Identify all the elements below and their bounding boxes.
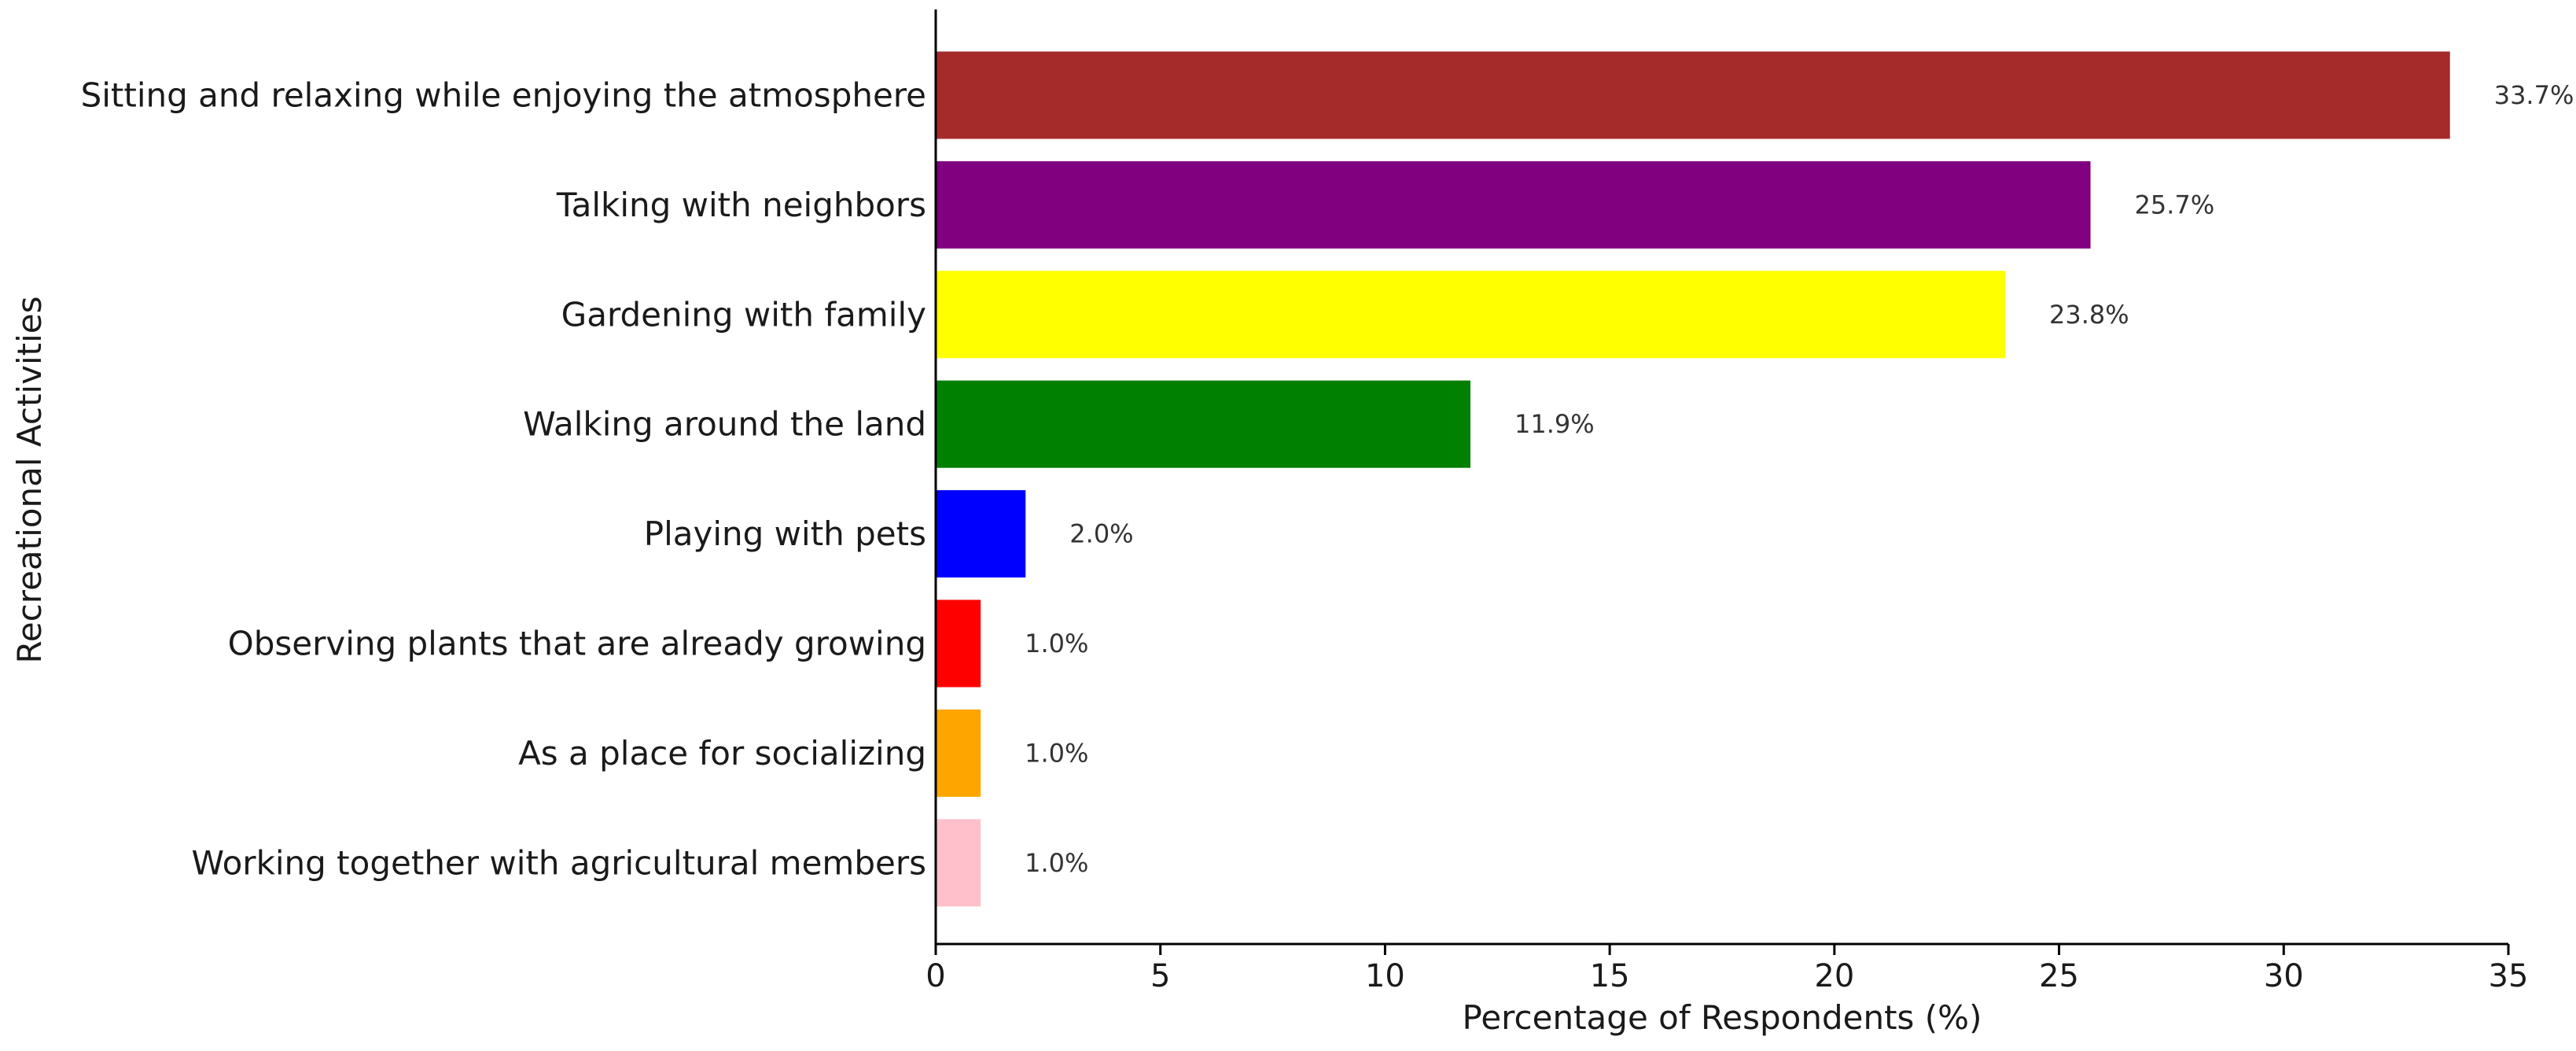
category-label: Working together with agricultural membe… [192, 843, 926, 882]
x-axis-title: Percentage of Respondents (%) [1463, 998, 1982, 1037]
value-label: 1.0% [1025, 848, 1088, 878]
bar [936, 709, 981, 797]
x-tick-label: 25 [2039, 958, 2079, 994]
x-tick-label: 35 [2489, 958, 2529, 994]
bar [936, 271, 2005, 359]
value-label: 1.0% [1025, 629, 1088, 658]
x-tick-label: 0 [926, 958, 945, 994]
x-tick-label: 20 [1814, 958, 1854, 994]
bar [936, 490, 1026, 578]
value-label: 23.8% [2049, 300, 2129, 330]
bar [936, 160, 2091, 249]
category-label: As a place for socializing [518, 734, 926, 773]
bars-layer [936, 51, 2450, 907]
x-tick-label: 5 [1150, 958, 1170, 994]
value-label: 33.7% [2494, 80, 2574, 110]
bar [936, 51, 2450, 139]
value-label: 11.9% [1514, 409, 1595, 439]
bar [936, 819, 981, 907]
x-tick-label: 10 [1365, 958, 1405, 994]
axes [934, 9, 2508, 946]
bar [936, 599, 981, 688]
y-axis-title: Recreational Activities [10, 297, 49, 664]
x-tick-label: 15 [1590, 958, 1630, 994]
category-label: Playing with pets [644, 514, 926, 553]
value-labels: 33.7% 25.7% 23.8% 11.9% 2.0% 1.0% 1.0% 1.0% [1025, 80, 2574, 878]
x-ticks: 0 5 10 15 20 25 30 35 [926, 944, 2528, 994]
bar [936, 380, 1470, 468]
category-label: Gardening with family [561, 295, 926, 334]
value-label: 1.0% [1025, 738, 1088, 768]
value-label: 25.7% [2135, 190, 2215, 219]
category-labels: Sitting and relaxing while enjoying the … [81, 76, 926, 883]
category-label: Talking with neighbors [556, 186, 926, 224]
category-label: Walking around the land [523, 405, 926, 444]
x-tick-label: 30 [2264, 958, 2304, 994]
category-label: Sitting and relaxing while enjoying the … [81, 76, 926, 115]
category-label: Observing plants that are already growin… [228, 625, 926, 663]
value-label: 2.0% [1069, 519, 1133, 549]
